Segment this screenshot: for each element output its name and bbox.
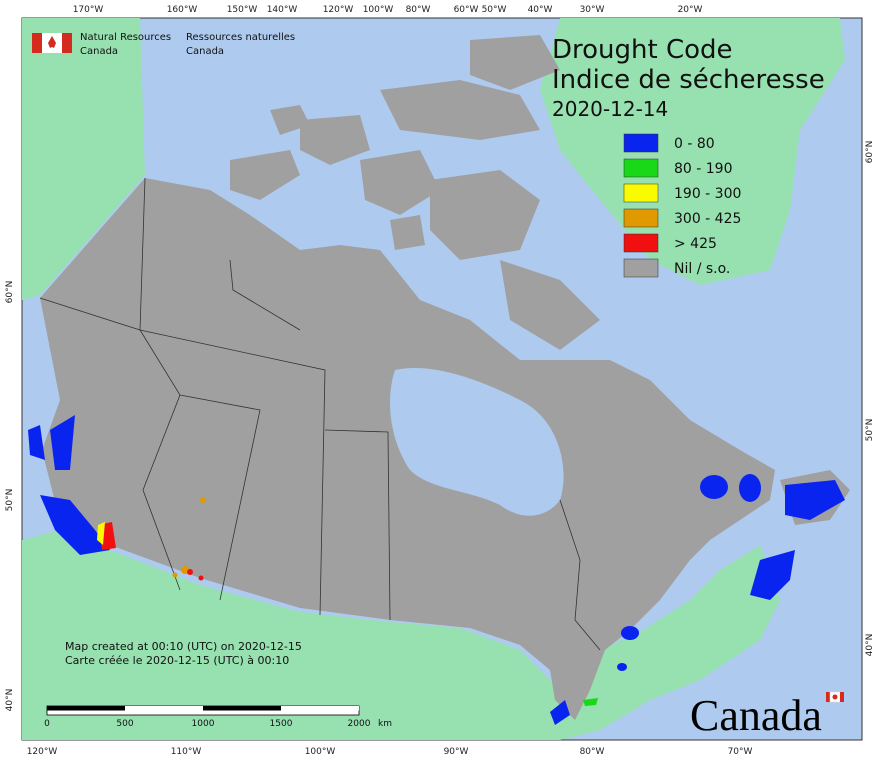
longitude-label: 100°W [363, 5, 394, 15]
map-title: Indice de sécheresse [552, 65, 825, 95]
legend-swatch [623, 183, 659, 203]
map-date: 2020-12-14 [552, 97, 668, 121]
scale-unit: km [378, 719, 392, 729]
hudson-bay [390, 367, 564, 516]
scale-label: 1500 [270, 719, 293, 729]
scale-segment [47, 706, 125, 711]
longitude-label: 90°W [444, 747, 469, 757]
longitude-label: 30°W [580, 5, 605, 15]
longitude-label: 160°W [167, 5, 198, 15]
canada-flag [32, 33, 844, 703]
agency-en: Canada [80, 46, 118, 57]
legend-label: 80 - 190 [674, 161, 733, 177]
scale-label: 500 [116, 719, 133, 729]
longitude-label: 170°W [73, 5, 104, 15]
scale-label: 2000 [348, 719, 371, 729]
longitude-label: 60°W [454, 5, 479, 15]
agency-fr: Ressources naturelles [186, 32, 295, 43]
greenland [540, 18, 845, 285]
legend-label: Nil / s.o. [674, 261, 730, 277]
longitude-label: 50°W [482, 5, 507, 15]
scale-label: 1000 [192, 719, 215, 729]
legend-swatch [623, 158, 659, 178]
latitude-label: 60°N [5, 281, 15, 304]
map-title: Drought Code [552, 35, 733, 65]
longitude-label: 150°W [227, 5, 258, 15]
longitude-label: 140°W [267, 5, 298, 15]
latitude-label: 40°N [5, 689, 15, 712]
scale-segment [125, 706, 203, 711]
scale-segment [281, 706, 359, 711]
longitude-label: 110°W [171, 747, 202, 757]
latitude-label: 40°N [865, 634, 875, 657]
longitude-label: 20°W [678, 5, 703, 15]
legend-label: 190 - 300 [674, 186, 741, 202]
longitude-label: 70°W [728, 747, 753, 757]
longitude-label: 100°W [305, 747, 336, 757]
scale-label: 0 [44, 719, 50, 729]
provincial-borders [39, 177, 601, 651]
longitude-label: 40°W [528, 5, 553, 15]
alaska [22, 18, 145, 300]
latitude-label: 50°N [865, 419, 875, 442]
latitude-label: 60°N [865, 141, 875, 164]
longitude-label: 80°W [580, 747, 605, 757]
drought-patches [28, 415, 845, 725]
legend-label: > 425 [674, 236, 717, 252]
legend-label: 300 - 425 [674, 211, 741, 227]
legend-swatch [623, 133, 659, 153]
arctic-islands [230, 35, 600, 350]
latitude-label: 50°N [5, 489, 15, 512]
note: Carte créée le 2020-12-15 (UTC) à 00:10 [65, 654, 289, 667]
legend-swatch [623, 233, 659, 253]
longitude-label: 120°W [27, 747, 58, 757]
scale-segment [203, 706, 281, 711]
longitude-label: 120°W [323, 5, 354, 15]
wordmark: Canada [690, 691, 822, 740]
legend-label: 0 - 80 [674, 136, 715, 152]
legend-swatch [623, 258, 659, 278]
agency-fr: Canada [186, 46, 224, 57]
legend-swatch [623, 208, 659, 228]
map-area [21, 17, 863, 741]
agency-en: Natural Resources [80, 32, 171, 43]
note: Map created at 00:10 (UTC) on 2020-12-15 [65, 640, 302, 653]
longitude-label: 80°W [406, 5, 431, 15]
